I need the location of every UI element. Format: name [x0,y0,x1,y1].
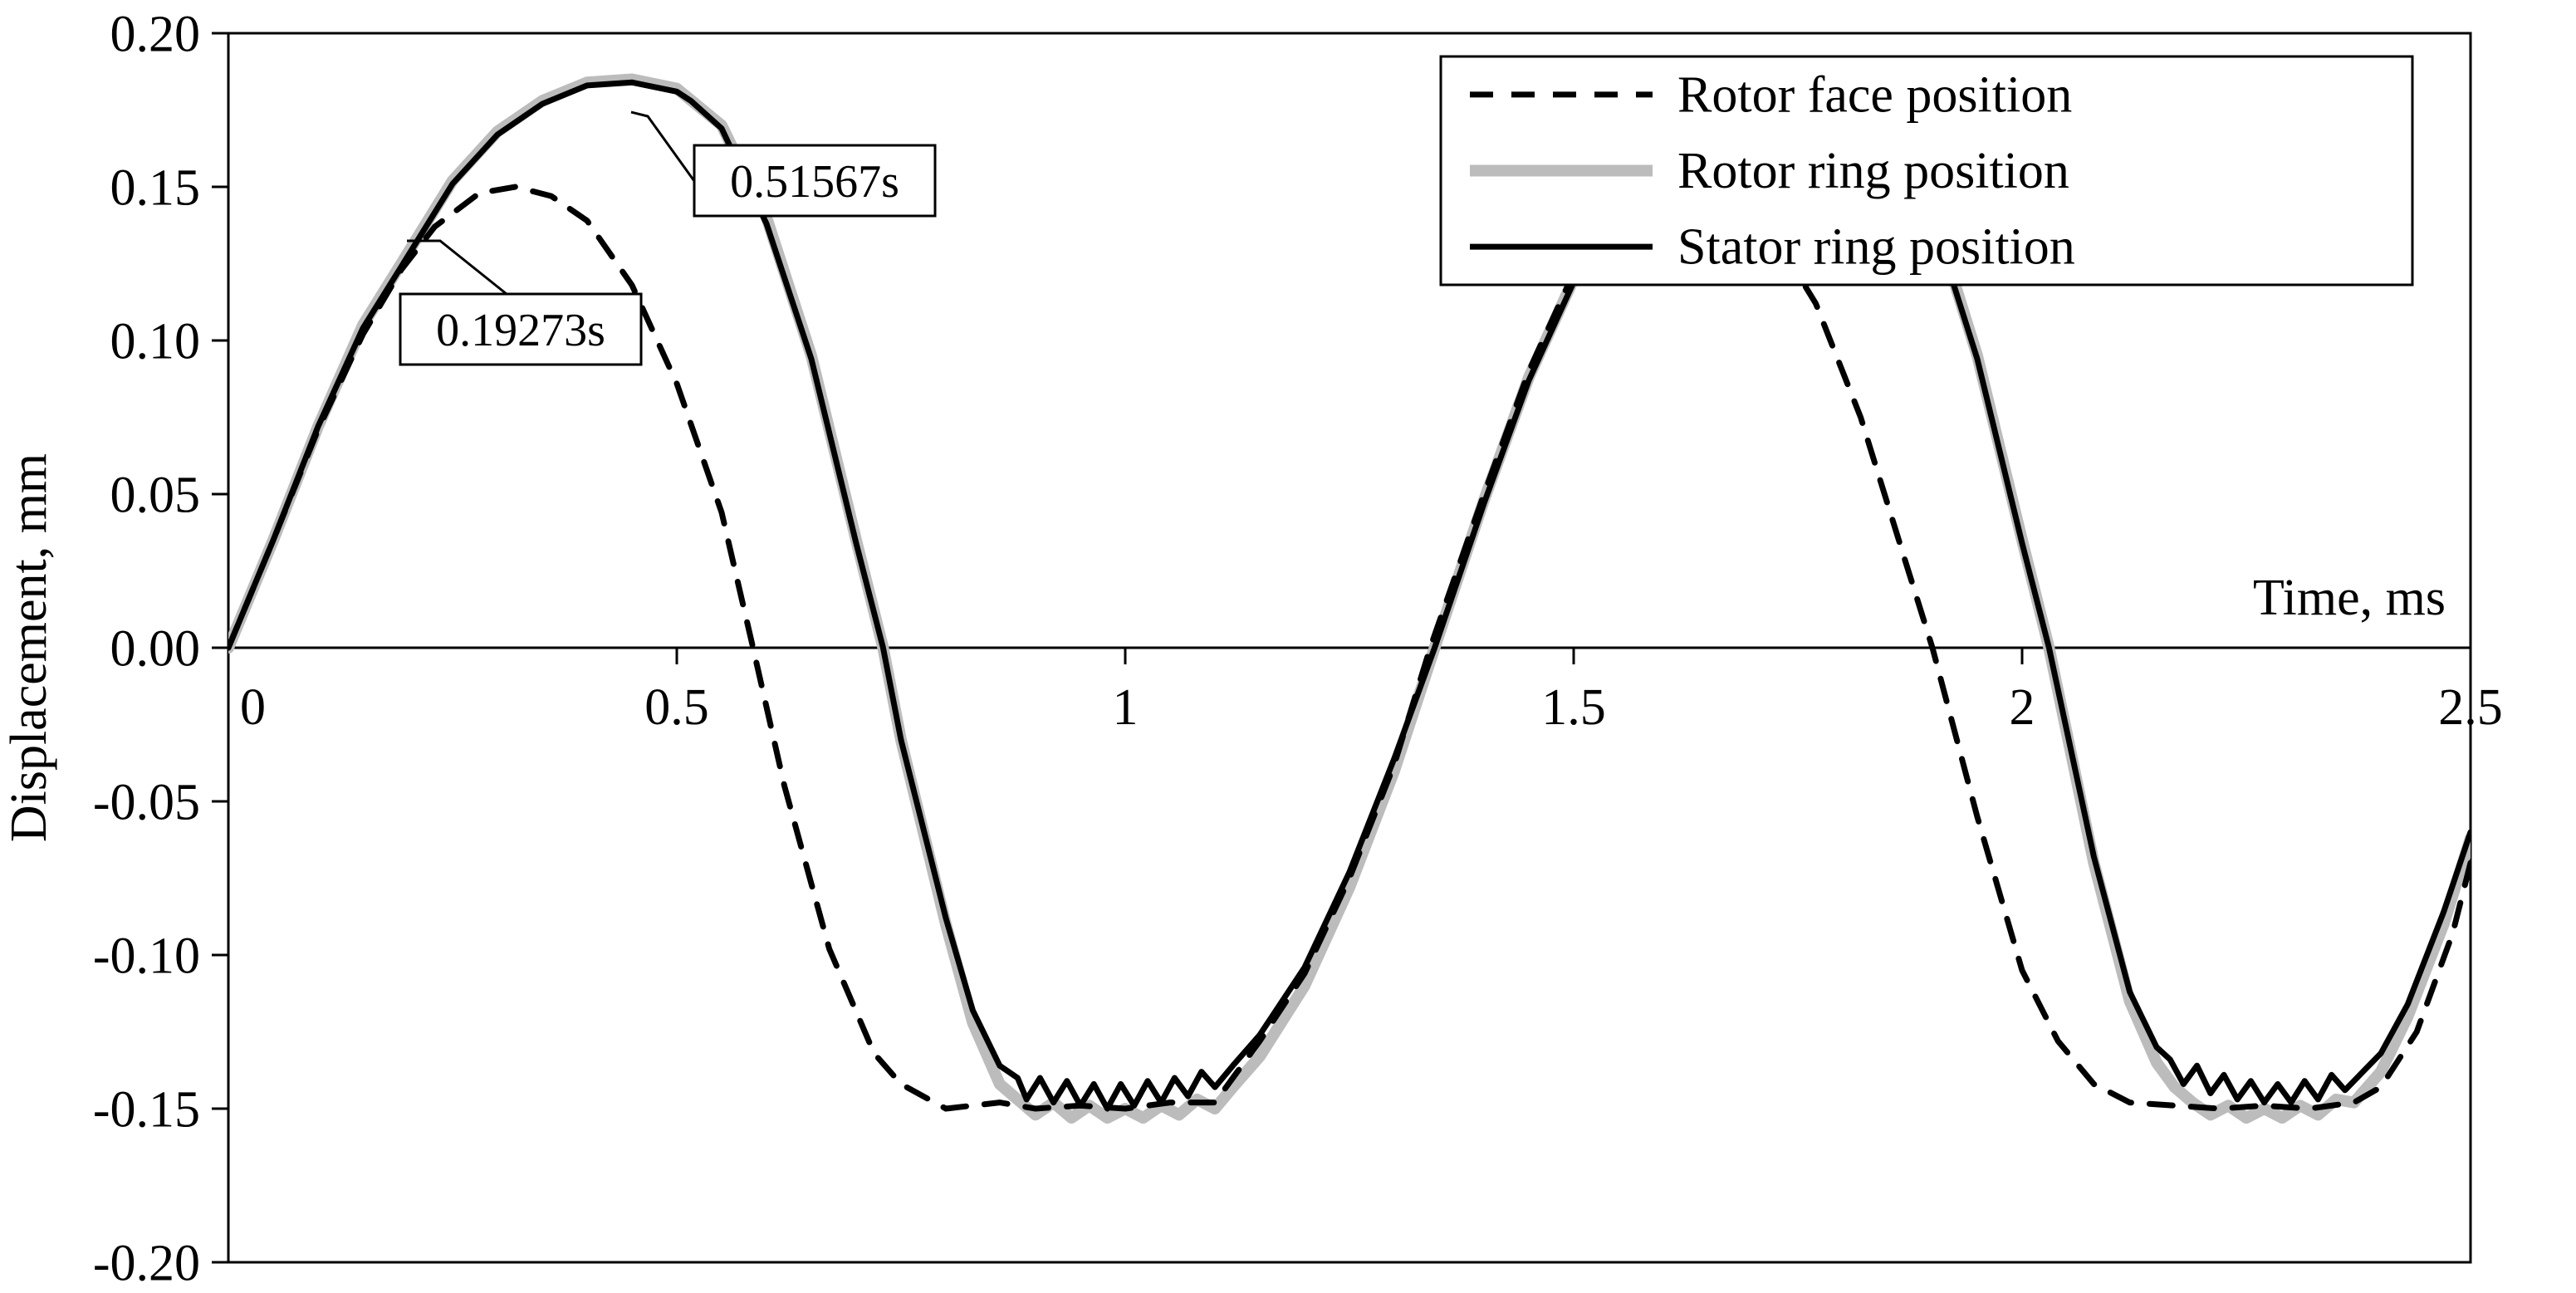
svg-text:0.51567s: 0.51567s [730,156,899,208]
svg-text:Time, ms: Time, ms [2253,570,2446,626]
svg-text:Displacement, mm: Displacement, mm [1,453,57,842]
svg-text:0.19273s: 0.19273s [436,305,605,356]
svg-text:1: 1 [1113,679,1139,736]
chart-svg: 0 0.5 1 1.5 2 2.5 -0.20 -0.15 -0.10 -0.05 0.00 0.05… [0,0,2576,1293]
svg-text:-0.10: -0.10 [93,928,200,985]
svg-text:0.05: 0.05 [110,468,201,524]
svg-text:-0.15: -0.15 [93,1082,200,1139]
svg-text:0.20: 0.20 [110,7,201,63]
svg-text:Stator ring position: Stator ring position [1677,219,2075,276]
svg-text:0.15: 0.15 [110,160,201,217]
svg-text:2: 2 [2010,679,2035,736]
displacement-chart: 0 0.5 1 1.5 2 2.5 -0.20 -0.15 -0.10 -0.05 0.00 0.05… [0,0,2576,1293]
svg-text:2.5: 2.5 [2438,679,2503,736]
svg-text:0.10: 0.10 [110,314,201,370]
svg-text:0.5: 0.5 [644,679,709,736]
svg-text:1.5: 1.5 [1541,679,1606,736]
svg-text:Rotor face position: Rotor face position [1677,66,2072,123]
svg-text:-0.05: -0.05 [93,775,200,831]
svg-text:0.00: 0.00 [110,621,201,678]
svg-text:Rotor ring position: Rotor ring position [1677,143,2069,199]
svg-text:0: 0 [240,679,266,736]
svg-text:-0.20: -0.20 [93,1236,200,1292]
